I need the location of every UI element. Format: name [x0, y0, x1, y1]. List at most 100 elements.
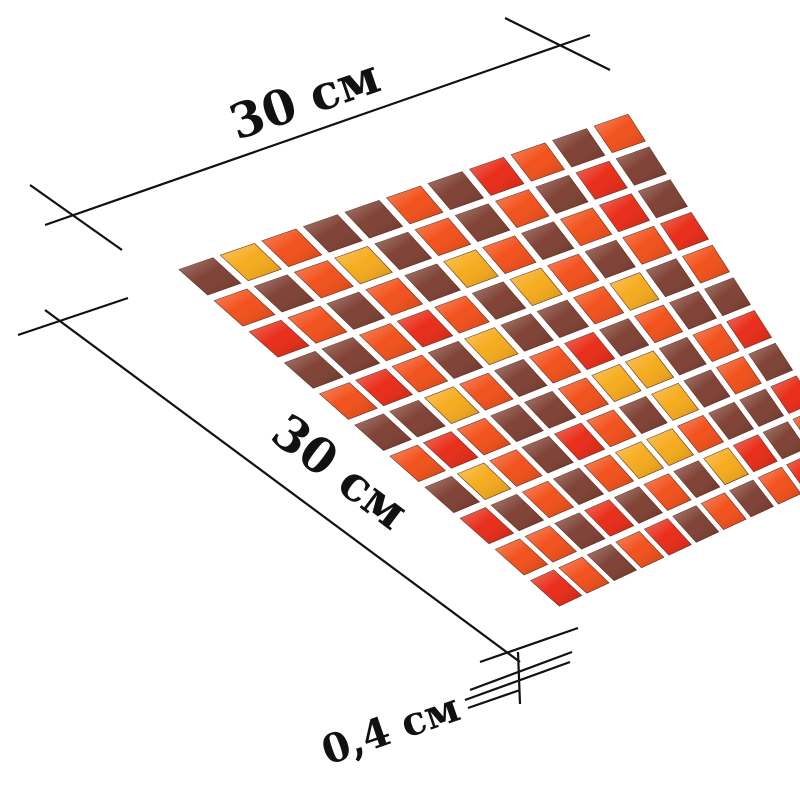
- mosaic-tile-gloss: [249, 320, 310, 358]
- mosaic-tile-gloss: [599, 318, 649, 357]
- mosaic-tile-gloss: [786, 458, 800, 484]
- thickness-leader-line: [467, 688, 521, 710]
- mosaic-tile-gloss: [672, 505, 719, 543]
- mosaic-tile-gloss: [703, 447, 749, 485]
- mosaic-tile-gloss: [469, 157, 524, 196]
- mosaic-tile-gloss: [770, 375, 800, 414]
- mosaic-tile-gloss: [495, 189, 549, 228]
- mosaic-tile-gloss: [529, 345, 581, 384]
- mosaic-tile-gloss: [457, 463, 511, 500]
- mosaic-tile-gloss: [472, 281, 526, 320]
- mosaic-tile-gloss: [389, 445, 446, 482]
- mosaic-tile-gloss: [584, 499, 634, 537]
- mosaic-tile-gloss: [615, 441, 664, 479]
- mosaic-tile-gloss: [355, 368, 413, 406]
- mosaic-tile-gloss: [622, 226, 672, 265]
- mosaic-tile-gloss: [490, 404, 544, 442]
- mosaic-tile-gloss: [288, 306, 347, 344]
- thickness-vertical-tick: [516, 651, 522, 705]
- mosaic-tile-gloss: [729, 480, 774, 517]
- mosaic-tile-gloss: [386, 186, 444, 224]
- mosaic-tile-gloss: [404, 264, 461, 302]
- mosaic-tile-gloss: [521, 221, 574, 260]
- mosaic-tile-gloss: [460, 507, 514, 544]
- mosaic-tile-gloss: [354, 413, 412, 451]
- mosaic-tile-gloss: [733, 434, 778, 472]
- mosaic-tile-gloss: [560, 207, 612, 246]
- mosaic-tile-gloss: [616, 147, 667, 186]
- mosaic-tile-gloss: [594, 114, 646, 153]
- mosaic-tile-gloss: [178, 257, 241, 295]
- mosaic-tile-gloss: [684, 369, 730, 408]
- mosaic-tile-gloss: [423, 431, 478, 469]
- mosaic-tile-gloss: [392, 355, 448, 393]
- mosaic-tile-gloss: [669, 291, 717, 330]
- mosaic-tile-gloss: [494, 359, 547, 397]
- mosaic-tile-gloss: [424, 386, 480, 424]
- thickness-guide-upper: [469, 650, 573, 692]
- length-dimension-line: [44, 309, 521, 663]
- mosaic-tile-gloss: [425, 476, 480, 513]
- mosaic-tile-gloss: [644, 518, 692, 556]
- mosaic-tile-gloss: [459, 373, 514, 411]
- mosaic-tile-gloss: [434, 295, 490, 334]
- mosaic-tile-gloss: [553, 468, 604, 505]
- mosaic-tile-gloss: [522, 436, 574, 474]
- mosaic-tile-gloss: [614, 486, 663, 524]
- mosaic-tile-gloss: [284, 351, 344, 389]
- mosaic-tile-gloss: [585, 240, 636, 279]
- mosaic-tile-gloss: [428, 341, 483, 379]
- mosaic-tile-gloss: [322, 337, 380, 375]
- mosaic-tile-gloss: [530, 570, 582, 607]
- mosaic-tile-gloss: [634, 305, 683, 343]
- mosaic-tile-gloss: [584, 454, 634, 492]
- mosaic-tile-gloss: [428, 171, 484, 210]
- mosaic-tile-gloss: [587, 544, 637, 581]
- mosaic-tile-gloss: [334, 246, 393, 284]
- mosaic-tile-gloss: [524, 391, 576, 429]
- mosaic-tile-gloss: [651, 383, 699, 421]
- mosaic-tile-gloss: [646, 428, 694, 466]
- mosaic-tile-gloss: [644, 473, 692, 511]
- mosaic-tile-gloss: [327, 292, 385, 330]
- mosaic-tile-gloss: [726, 310, 772, 349]
- mosaic-tile-gloss: [319, 382, 378, 420]
- mosaic-tile-gloss: [599, 193, 650, 232]
- mosaic-tile-gloss: [558, 557, 610, 594]
- mosaic-tile-gloss: [763, 421, 800, 459]
- mosaic-tile-gloss: [214, 289, 275, 327]
- mosaic-tile-gloss: [457, 418, 511, 455]
- mosaic-tile-gloss: [758, 467, 800, 505]
- mosaic-tile-gloss: [482, 235, 537, 274]
- mosaic-tile-gloss: [397, 309, 453, 347]
- mosaic-tile-gloss: [748, 343, 793, 381]
- thickness-guide-lower: [464, 660, 571, 702]
- mosaic-tile-gloss: [345, 200, 403, 239]
- mosaic-tile-gloss: [704, 277, 751, 316]
- mosaic-tile-gloss: [455, 203, 510, 242]
- mosaic-tile-gloss: [586, 409, 636, 447]
- mosaic-tile-gloss: [646, 258, 695, 297]
- thickness-dimension: 0,4 см: [316, 626, 579, 775]
- mosaic-tile-gloss: [374, 232, 432, 270]
- mosaic-tile-gloss: [564, 332, 615, 370]
- mosaic-tile-gloss: [359, 323, 417, 361]
- mosaic-tile-gloss: [591, 364, 642, 402]
- width-extension-tick-right: [504, 17, 611, 71]
- mosaic-tile-gloss: [609, 272, 659, 311]
- mosaic-tile-gloss: [491, 494, 544, 531]
- mosaic-tile-gloss: [464, 327, 519, 365]
- mosaic-tile-gloss: [254, 274, 315, 312]
- mosaic-tile-gloss: [573, 286, 624, 324]
- mosaic-tile-gloss: [495, 538, 548, 575]
- mosaic-tile-gloss: [615, 531, 664, 568]
- mosaic-tile-grid: [178, 113, 800, 607]
- width-extension-tick-left: [29, 184, 123, 251]
- mosaic-tile-gloss: [659, 337, 707, 375]
- mosaic-tile-gloss: [389, 400, 446, 437]
- mosaic-tile-gloss: [716, 356, 762, 395]
- mosaic-tile-gloss: [625, 350, 674, 389]
- mosaic-tile-gloss: [535, 175, 589, 214]
- mosaic-tile-gloss: [489, 449, 543, 487]
